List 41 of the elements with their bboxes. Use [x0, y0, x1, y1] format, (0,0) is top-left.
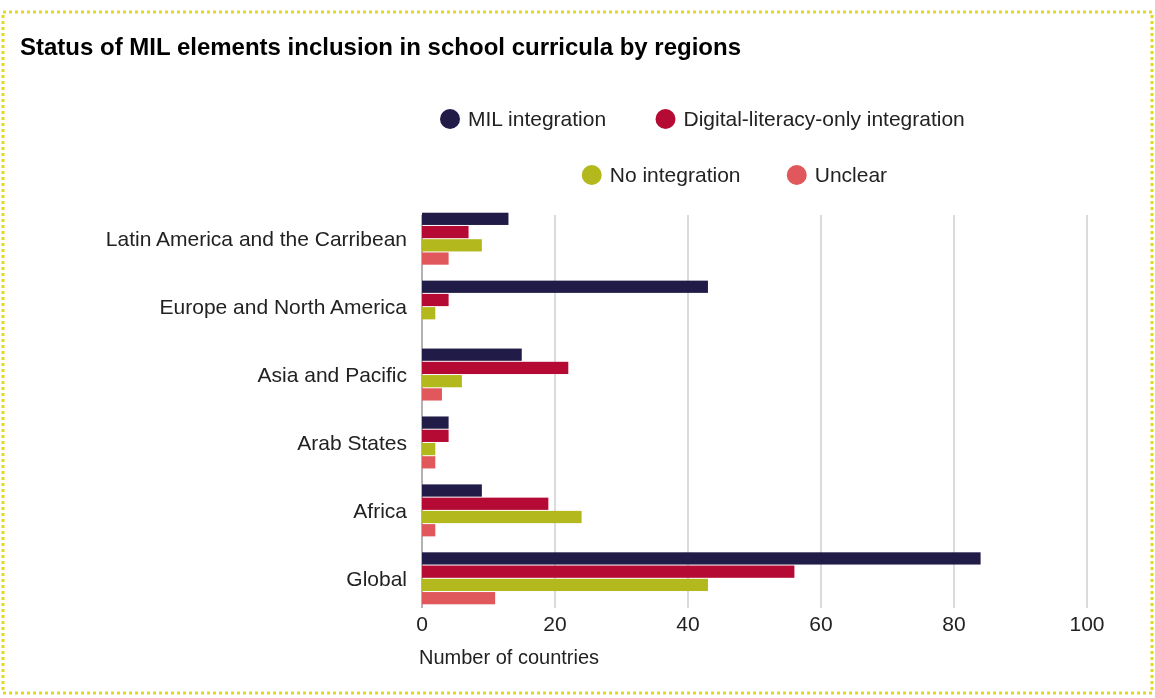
legend-label: MIL integration — [468, 107, 607, 130]
bar — [422, 212, 509, 225]
bar — [422, 442, 436, 456]
bar — [422, 225, 469, 239]
x-tick-label: 80 — [942, 612, 966, 635]
bar — [422, 388, 442, 401]
bar — [422, 510, 582, 524]
x-axis-title: Number of countries — [419, 646, 600, 668]
y-tick-label: Global — [346, 566, 407, 590]
bar — [422, 252, 449, 265]
y-tick-label: Asia and Pacific — [257, 363, 407, 387]
bar — [422, 361, 569, 375]
bar — [422, 307, 436, 320]
bar — [422, 348, 522, 361]
x-tick-label: 60 — [809, 612, 833, 635]
legend-label: Digital-literacy-only integration — [683, 107, 965, 130]
x-tick-label: 100 — [1069, 612, 1105, 635]
bar — [422, 592, 496, 605]
bar — [422, 497, 549, 510]
x-tick-label: 40 — [676, 612, 700, 635]
y-tick-label: Arab States — [297, 430, 407, 454]
bar — [422, 280, 708, 293]
chart-title: Status of MIL elements inclusion in school curricula by regions — [20, 33, 742, 60]
bar — [422, 565, 795, 578]
legend-label: Unclear — [814, 163, 888, 186]
bar — [422, 293, 449, 307]
bar — [422, 524, 436, 537]
bar — [422, 416, 449, 429]
x-tick-label: 0 — [416, 612, 428, 635]
y-tick-label: Latin America and the Carribean — [105, 227, 407, 251]
x-tick-label: 20 — [543, 612, 567, 635]
bar — [422, 456, 436, 469]
bar — [422, 552, 981, 565]
bar — [422, 429, 449, 442]
y-tick-label: Africa — [353, 498, 408, 522]
bar — [422, 375, 462, 388]
bar — [422, 239, 482, 252]
y-tick-label: Europe and North America — [159, 295, 408, 319]
bar — [422, 484, 482, 497]
legend-label: No integration — [609, 163, 741, 186]
bar — [422, 578, 708, 592]
